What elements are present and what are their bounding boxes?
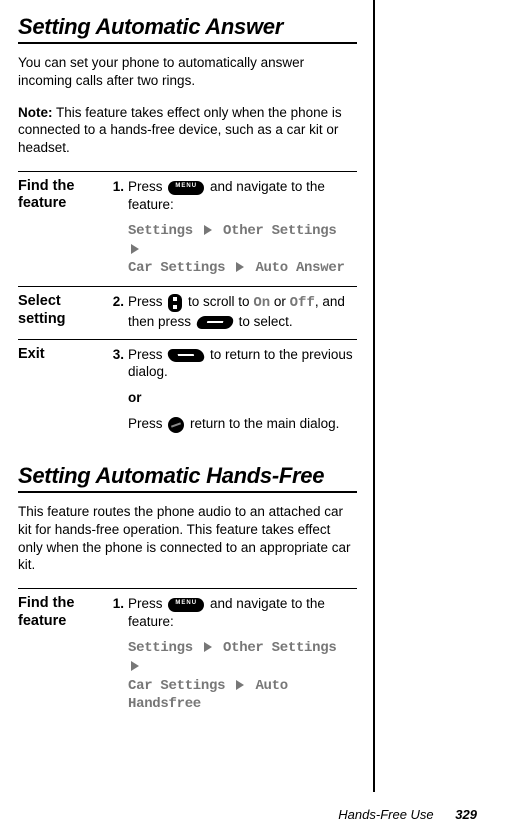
step-row: Select setting 2. Press to scroll to On … [18, 286, 357, 338]
section2-steps: Find the feature 1. Press MENU and navig… [18, 588, 357, 722]
step-num: 1. [108, 595, 128, 613]
text: Press [128, 179, 166, 194]
end-key-icon [168, 417, 184, 433]
menu-path: Settings Other Settings Car Settings Aut… [128, 222, 357, 279]
step-label: Find the feature [18, 595, 108, 630]
step-num: 3. [108, 346, 128, 364]
step-label: Select setting [18, 293, 108, 328]
menu-key-icon: MENU [168, 181, 204, 195]
path-seg: Car Settings [128, 260, 225, 276]
section1-steps: Find the feature 1. Press MENU and navig… [18, 171, 357, 441]
section1-note: Note: This feature takes effect only whe… [18, 104, 357, 157]
path-seg: Settings [128, 223, 193, 239]
step-label: Exit [18, 346, 108, 363]
page-footer: Hands-Free Use 329 [0, 807, 525, 822]
arrow-icon [131, 661, 139, 671]
menu-path: Settings Other Settings Car Settings Aut… [128, 639, 357, 715]
section2-intro: This feature routes the phone audio to a… [18, 503, 357, 574]
arrow-icon [236, 680, 244, 690]
step-num: 1. [108, 178, 128, 196]
text: return to the main dialog. [190, 416, 339, 431]
option-off: Off [290, 295, 315, 311]
text: Press [128, 416, 166, 431]
page-content: Setting Automatic Answer You can set you… [0, 0, 375, 792]
scroll-key-icon [168, 294, 182, 312]
step-body: Press MENU and navigate to the feature: … [128, 595, 357, 714]
text: or [270, 294, 290, 309]
text: Press [128, 596, 166, 611]
or-label: or [128, 389, 357, 407]
text: Press [128, 347, 166, 362]
step-body: Press to return to the previous dialog. … [128, 346, 357, 433]
arrow-icon [204, 642, 212, 652]
path-seg: Other Settings [223, 640, 336, 656]
step-body: Press MENU and navigate to the feature: … [128, 178, 357, 278]
section1-title: Setting Automatic Answer [18, 14, 357, 44]
step-label: Find the feature [18, 178, 108, 213]
note-text: This feature takes effect only when the … [18, 105, 342, 156]
footer-page: 329 [455, 807, 477, 822]
step-row: Exit 3. Press to return to the previous … [18, 339, 357, 441]
note-label: Note: [18, 105, 53, 120]
section1-intro: You can set your phone to automatically … [18, 54, 357, 90]
path-seg: Car Settings [128, 678, 225, 694]
option-on: On [253, 295, 270, 311]
step-row: Find the feature 1. Press MENU and navig… [18, 588, 357, 722]
step-body: Press to scroll to On or Off, and then p… [128, 293, 357, 330]
arrow-icon [131, 244, 139, 254]
softkey-icon [167, 349, 206, 362]
path-seg: Settings [128, 640, 193, 656]
softkey-icon [195, 316, 234, 329]
step-num: 2. [108, 293, 128, 311]
arrow-icon [236, 262, 244, 272]
text: to select. [239, 314, 293, 329]
path-seg: Other Settings [223, 223, 336, 239]
section2-title: Setting Automatic Hands-Free [18, 463, 357, 493]
arrow-icon [204, 225, 212, 235]
text: Press [128, 294, 166, 309]
step-row: Find the feature 1. Press MENU and navig… [18, 171, 357, 286]
path-seg: Auto Answer [255, 260, 344, 276]
menu-key-icon: MENU [168, 598, 204, 612]
text: to scroll to [188, 294, 253, 309]
footer-section: Hands-Free Use [338, 807, 433, 822]
